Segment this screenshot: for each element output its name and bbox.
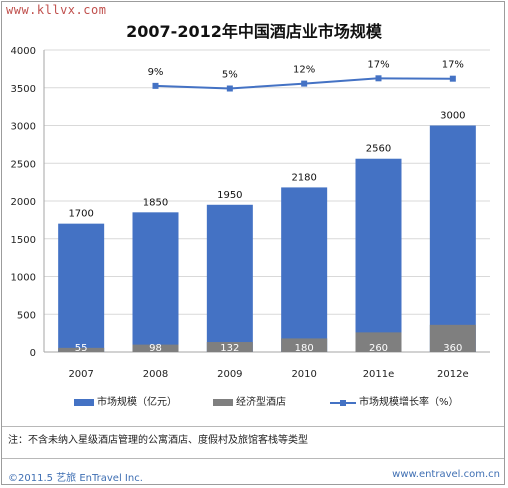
data-label-budget-hotel: 98 [149, 343, 162, 354]
growth-rate-point [375, 75, 382, 82]
y-tick-label: 3500 [11, 84, 36, 95]
y-tick-label: 2000 [11, 197, 36, 208]
legend-swatch-gray-icon [213, 398, 233, 406]
legend-label-market-size: 市场规模（亿元） [97, 397, 177, 408]
watermark: www.kllvx.com [6, 3, 107, 17]
data-label-growth-rate: 17% [367, 59, 389, 70]
data-label-budget-hotel: 360 [443, 343, 462, 354]
bar-budget-hotel [58, 347, 105, 352]
legend-line-marker-icon [330, 399, 356, 406]
bar-budget-hotel [281, 338, 328, 352]
bar-budget-hotel [206, 342, 253, 352]
y-tick-label: 1000 [11, 273, 36, 284]
growth-rate-point [449, 75, 456, 82]
data-label-market-size: 3000 [440, 111, 465, 122]
growth-rate-point [301, 80, 308, 87]
legend-label-growth-rate: 市场规模增长率（%） [359, 397, 459, 408]
source-url: www.entravel.com.cn [392, 469, 500, 480]
data-label-budget-hotel: 260 [369, 343, 388, 354]
data-label-market-size: 1950 [217, 190, 242, 201]
y-tick-label: 500 [17, 310, 36, 321]
footnote: 注：不含未纳入星级酒店管理的公寓酒店、度假村及旅馆客栈等类型 [8, 435, 308, 446]
growth-rate-point [152, 82, 159, 89]
copyright: ©2011.5 艺旅 EnTravel Inc. [8, 473, 143, 484]
data-label-growth-rate: 5% [222, 70, 238, 81]
data-label-growth-rate: 12% [293, 65, 315, 76]
data-label-market-size: 1850 [143, 197, 168, 208]
x-tick-label: 2007 [68, 369, 93, 380]
data-label-market-size: 2560 [366, 144, 391, 155]
divider [2, 458, 504, 459]
divider [2, 426, 504, 427]
data-label-market-size: 2180 [291, 172, 316, 183]
bar-budget-hotel [429, 324, 476, 352]
bar-market-size [206, 204, 253, 352]
x-tick-label: 2012e [437, 369, 469, 380]
data-label-budget-hotel: 180 [295, 343, 314, 354]
y-tick-label: 4000 [11, 46, 36, 57]
bar-market-size [429, 125, 476, 352]
data-label-budget-hotel: 55 [75, 343, 88, 354]
y-tick-label: 2500 [11, 159, 36, 170]
data-label-budget-hotel: 132 [220, 343, 239, 354]
legend: 市场规模（亿元） 经济型酒店 市场规模增长率（%） [0, 393, 508, 409]
data-label-growth-rate: 17% [442, 60, 464, 71]
data-label-market-size: 1700 [68, 209, 93, 220]
legend-swatch-blue-icon [74, 398, 94, 406]
x-tick-label: 2008 [143, 369, 168, 380]
x-tick-label: 2010 [291, 369, 316, 380]
y-tick-label: 1500 [11, 235, 36, 246]
legend-item-budget-hotel: 经济型酒店 [213, 393, 286, 408]
bar-market-size [58, 223, 105, 352]
legend-item-market-size: 市场规模（亿元） [74, 393, 177, 408]
bar-market-size [132, 212, 179, 352]
bar-market-size [355, 158, 402, 352]
legend-item-growth-rate: 市场规模增长率（%） [330, 393, 459, 408]
x-tick-label: 2009 [217, 369, 242, 380]
bar-budget-hotel [355, 332, 402, 352]
bar-market-size [281, 187, 328, 352]
chart-title: 2007-2012年中国酒店业市场规模 [126, 22, 382, 41]
data-label-growth-rate: 9% [148, 67, 164, 78]
legend-label-budget-hotel: 经济型酒店 [236, 397, 286, 408]
bar-line-chart: 0 500 1000 1500 2000 2500 3000 3500 4000 1700 55 20… [11, 46, 490, 380]
y-tick-label: 3000 [11, 122, 36, 133]
y-tick-label: 0 [30, 348, 36, 359]
x-tick-label: 2011e [363, 369, 395, 380]
growth-rate-point [226, 85, 233, 92]
bar-budget-hotel [132, 344, 179, 352]
